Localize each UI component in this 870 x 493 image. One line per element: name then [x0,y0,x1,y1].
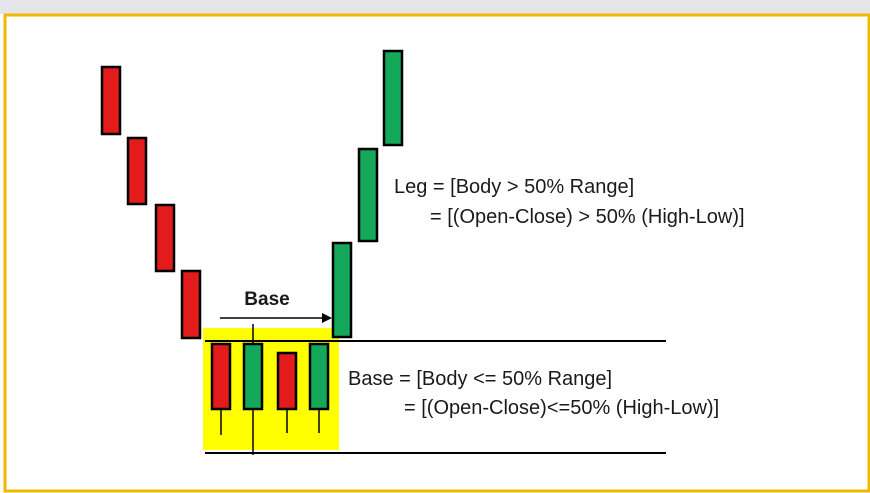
leg-in-candle-bearish [154,203,176,273]
candle-body [357,147,379,243]
candlesticks [100,49,404,455]
leg-in-candle-bearish [100,65,122,136]
candle-body [382,49,404,147]
base-candle-bearish [210,342,232,435]
leg-in-candle-bearish [180,269,202,340]
candle-body [100,65,122,136]
candle-body [210,342,232,411]
base-arrow-label: Base [244,289,289,310]
candle-body [308,342,330,411]
leg-out-candle-bullish [382,49,404,147]
candle-body [126,136,148,206]
leg-definition-line1: Leg = [Body > 50% Range] [394,176,634,198]
top-strip [0,0,870,14]
candle-body [180,269,202,340]
leg-definition-line2: = [(Open-Close) > 50% (High-Low)] [430,206,745,228]
leg-out-candle-bullish [357,147,379,243]
candle-body [276,351,298,411]
base-candle-bearish [276,351,298,433]
leg-out-candle-bullish [331,241,353,339]
base-candle-bullish [242,324,264,455]
base-arrow-head [322,313,332,323]
leg-in-candle-bearish [126,136,148,206]
diagram-frame [3,13,870,493]
base-arrow [220,313,332,323]
candle-body [154,203,176,273]
candle-body [242,342,264,411]
base-definition-line1: Base = [Body <= 50% Range] [348,368,612,390]
base-candle-bullish [308,342,330,433]
base-definition-line2: = [(Open-Close)<=50% (High-Low)] [404,397,719,419]
candle-body [331,241,353,339]
